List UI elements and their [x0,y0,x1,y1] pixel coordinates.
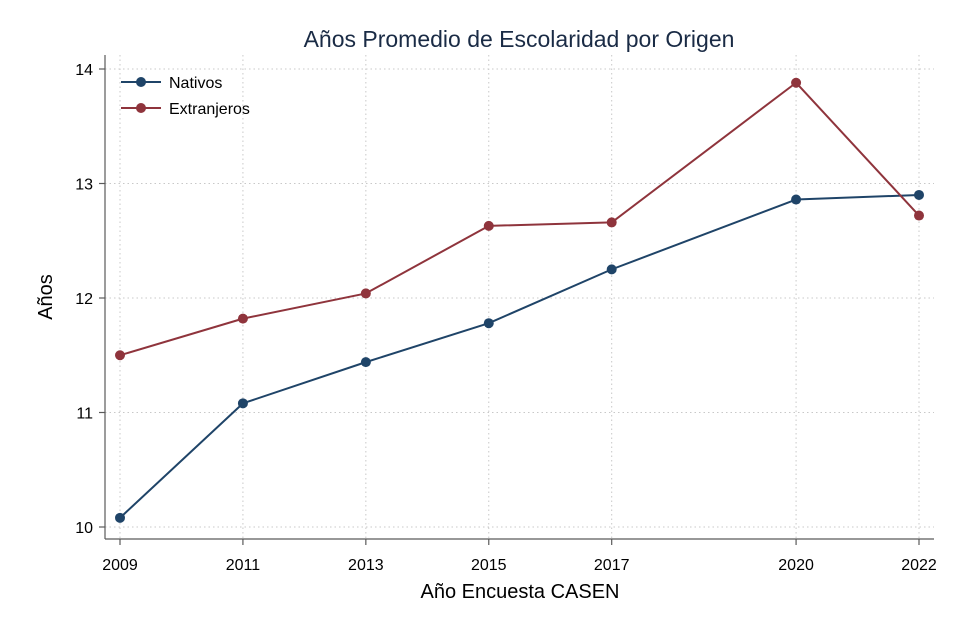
y-tick-label-11: 11 [76,406,93,423]
data-point-extranjeros-2009 [115,350,125,361]
data-point-extranjeros-2017 [606,217,617,228]
data-point-nativos-2022 [914,189,924,200]
x-tick-label-2020: 2020 [778,557,814,574]
axis-ticks: 10 11 12 13 14 2009 2011 2013 2015 2017 2020 2022 [75,62,937,574]
legend-label-nativos: Nativos [169,75,222,92]
data-point-nativos-2009 [115,512,125,523]
x-tick-label-2022: 2022 [901,557,937,574]
series-nativos [115,189,924,523]
y-tick-label-14: 14 [75,62,93,79]
data-point-nativos-2020 [791,194,802,205]
y-tick-label-12: 12 [75,291,93,308]
legend-marker-extranjeros [136,103,146,113]
y-tick-label-13: 13 [75,177,93,194]
x-axis-title: Año Encuesta CASEN [421,581,620,603]
data-point-extranjeros-2015 [483,220,494,231]
x-tick-label-2009: 2009 [102,557,138,574]
x-tick-label-2011: 2011 [226,557,261,574]
data-point-extranjeros-2013 [360,288,371,299]
data-point-nativos-2015 [483,318,494,329]
series-extranjeros [115,77,924,361]
x-tick-label-2015: 2015 [471,557,507,574]
y-axis-title: Años [35,274,57,320]
x-tick-label-2017: 2017 [594,557,630,574]
legend-label-extranjeros: Extranjeros [169,101,250,118]
legend-marker-nativos [136,77,146,87]
y-tick-label-10: 10 [75,520,93,537]
data-point-extranjeros-2011 [237,313,248,324]
legend: Nativos Extranjeros [121,75,250,118]
data-point-extranjeros-2022 [914,210,924,221]
data-point-nativos-2013 [360,357,371,368]
x-tick-label-2013: 2013 [348,557,384,574]
series-layer [115,77,924,523]
series-line-extranjeros [119,81,920,357]
data-point-extranjeros-2020 [791,77,802,88]
data-point-nativos-2017 [606,264,617,275]
series-line-nativos [119,193,920,519]
grid [105,55,934,539]
data-point-nativos-2011 [237,398,248,409]
chart-title: Años Promedio de Escolaridad por Origen [304,26,735,52]
